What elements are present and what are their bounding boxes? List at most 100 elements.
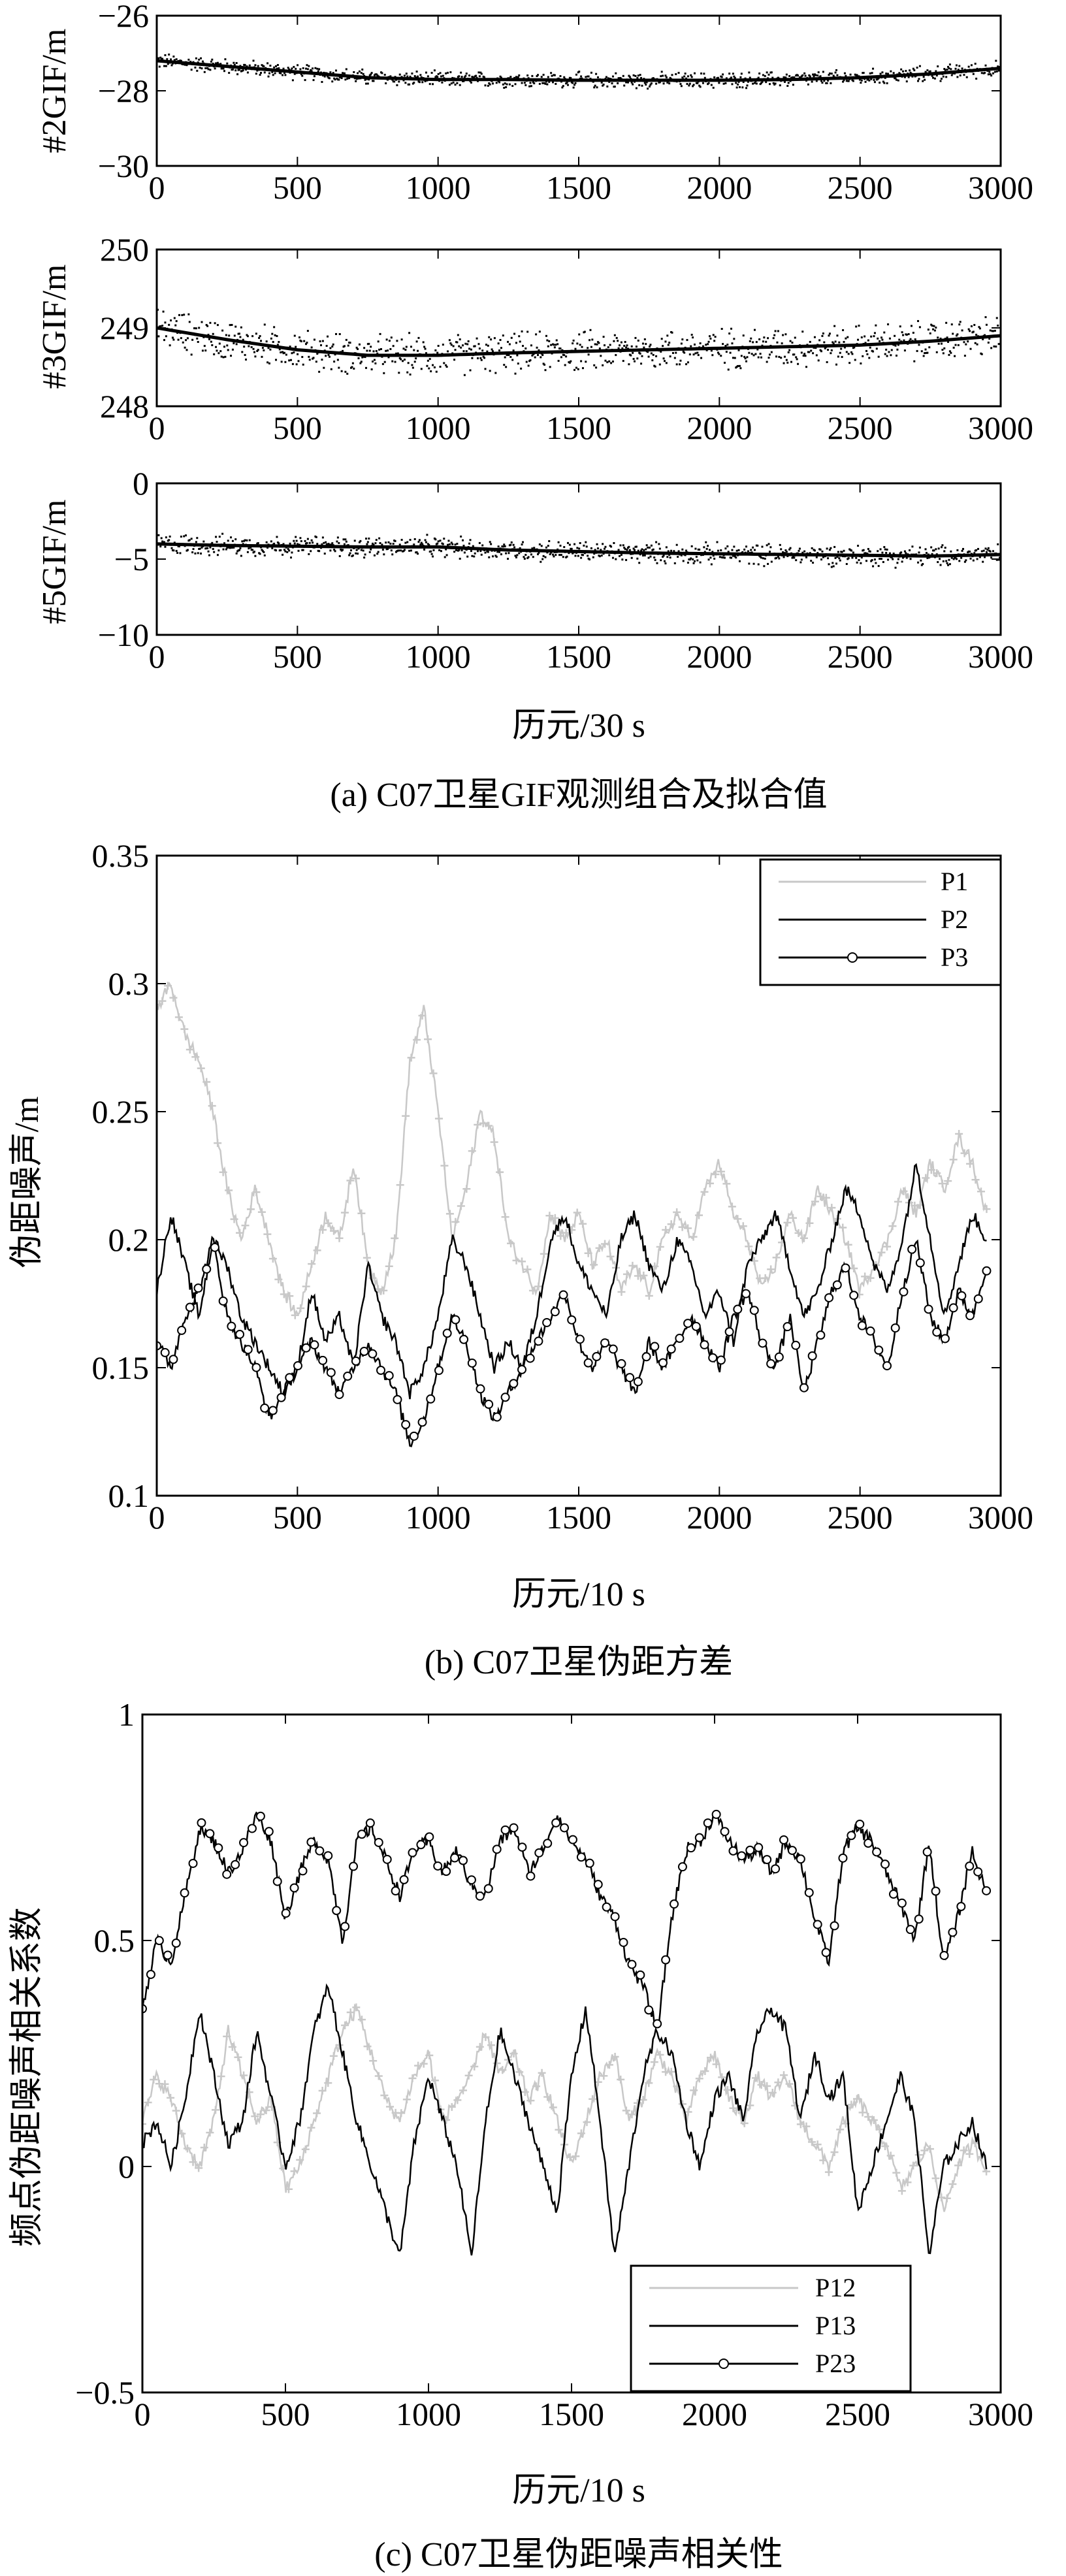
data-point <box>768 83 771 86</box>
data-point <box>286 551 289 553</box>
data-point <box>911 75 914 78</box>
data-point <box>835 562 837 565</box>
data-point <box>595 72 598 75</box>
marker-c-p23 <box>737 1851 747 1861</box>
data-point <box>253 351 255 353</box>
data-point <box>498 81 501 84</box>
marker-b-p1 <box>225 1186 233 1195</box>
data-point <box>905 556 908 559</box>
data-point <box>602 83 605 86</box>
marker-b-p1 <box>955 1129 963 1138</box>
data-point <box>639 74 641 76</box>
data-point <box>445 548 447 551</box>
data-point <box>389 75 392 78</box>
data-point <box>722 556 724 559</box>
chart-b: 伪距噪声/m 历元/10 s (b) C07卫星伪距方差 0 500 1000 150… <box>8 837 1033 1681</box>
data-point <box>993 71 996 73</box>
data-point <box>231 546 233 549</box>
data-point <box>527 364 530 367</box>
marker-c-p12 <box>909 2161 918 2170</box>
data-point <box>583 544 585 547</box>
data-point <box>421 81 424 84</box>
data-point <box>366 541 369 543</box>
data-point <box>181 314 184 316</box>
data-point <box>625 346 628 349</box>
data-point <box>190 353 193 356</box>
data-point <box>342 72 344 74</box>
data-point <box>332 343 334 346</box>
data-point <box>765 340 767 343</box>
data-point <box>665 76 668 78</box>
marker-c-p12 <box>824 2168 833 2176</box>
data-point <box>228 72 231 74</box>
marker-c-p23 <box>382 1854 392 1864</box>
data-point <box>468 347 471 350</box>
x-tick-label-a1: 1000 <box>406 169 471 206</box>
data-point <box>234 538 237 541</box>
data-point <box>568 543 571 546</box>
data-point <box>510 336 513 339</box>
marker-b-p1 <box>601 1240 609 1248</box>
data-point <box>383 73 386 76</box>
marker-b-p3 <box>434 1366 444 1376</box>
data-point <box>508 83 511 86</box>
marker-b-p1 <box>695 1211 703 1219</box>
marker-b-p1 <box>534 1282 543 1291</box>
data-point <box>228 334 231 337</box>
data-point <box>508 354 510 357</box>
data-point <box>257 542 259 545</box>
data-point <box>347 344 349 347</box>
marker-b-p1 <box>186 1046 194 1054</box>
data-point <box>820 558 823 561</box>
data-point <box>709 337 712 340</box>
marker-c-p23 <box>408 1848 417 1858</box>
data-point <box>484 368 487 370</box>
data-point <box>468 542 471 545</box>
data-point <box>720 76 723 78</box>
data-point <box>225 548 227 551</box>
data-point <box>611 556 614 559</box>
marker-c-p12 <box>380 2091 389 2100</box>
data-point <box>312 357 315 359</box>
data-point <box>519 547 521 549</box>
data-point <box>745 87 748 89</box>
y-tick-label-c: −0.5 <box>75 2374 135 2411</box>
data-point <box>617 77 620 80</box>
data-point <box>334 353 336 356</box>
data-point <box>320 344 323 347</box>
marker-c-p23 <box>804 1888 814 1897</box>
data-point <box>334 550 336 553</box>
marker-b-p3 <box>716 1355 726 1365</box>
x-tick-label-a3: 0 <box>149 638 165 675</box>
data-point <box>225 334 227 336</box>
data-point <box>245 358 248 361</box>
data-point <box>536 346 538 349</box>
data-point <box>276 64 279 67</box>
data-point <box>308 65 310 67</box>
x-tick-label-a1: 500 <box>273 169 322 206</box>
data-point <box>578 71 581 73</box>
data-point <box>343 72 346 74</box>
data-point <box>950 351 952 354</box>
marker-c-p12 <box>538 2069 546 2077</box>
marker-b-p1 <box>828 1204 836 1212</box>
data-point <box>165 335 167 338</box>
data-point <box>757 563 760 566</box>
caption-a: (a) C07卫星GIF观测组合及拟合值 <box>330 777 827 814</box>
data-point <box>843 79 845 82</box>
data-point <box>635 87 638 89</box>
data-point <box>686 361 689 364</box>
data-point <box>195 327 197 330</box>
data-point <box>532 81 534 84</box>
data-point <box>308 541 311 544</box>
data-point <box>731 83 734 86</box>
marker-c-p23 <box>703 1818 713 1828</box>
data-point <box>275 359 278 361</box>
marker-b-p3 <box>326 1368 336 1377</box>
data-point <box>194 66 197 69</box>
data-point <box>494 555 497 557</box>
marker-b-p1 <box>717 1167 725 1176</box>
data-point <box>812 352 815 355</box>
data-point <box>952 332 954 335</box>
data-point <box>368 349 371 352</box>
